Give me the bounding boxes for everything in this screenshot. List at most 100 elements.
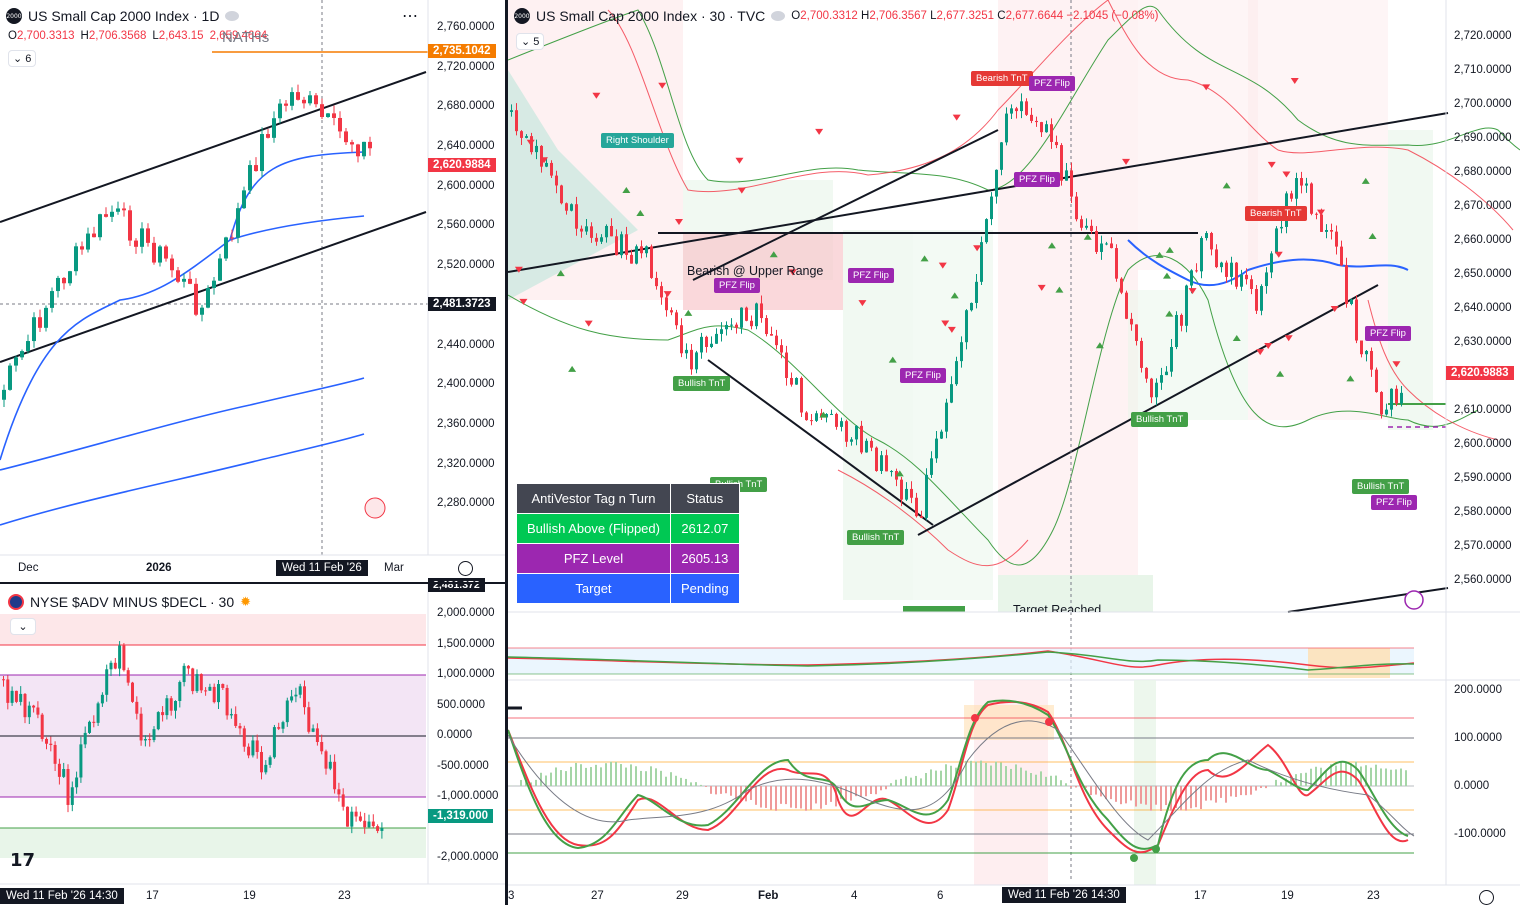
visibility-icon[interactable]: [225, 11, 240, 21]
candle-body: [540, 145, 543, 167]
histogram-bar: [570, 766, 572, 786]
candle-body: [525, 136, 528, 138]
price-axis-label: 500.0000: [437, 699, 485, 711]
status-table: AntiVestor Tag n Turn Status Bullish Abo…: [516, 483, 740, 604]
candle-body: [122, 645, 126, 671]
candle-body: [49, 743, 53, 745]
candle-body: [620, 234, 623, 256]
candle-body: [284, 103, 288, 106]
more-options-icon[interactable]: ⋯: [402, 8, 419, 25]
price-axis-label: 2,320.0000: [437, 458, 495, 470]
settings-gear-icon[interactable]: [1479, 890, 1494, 905]
bearish-marker: [947, 326, 956, 333]
panel-divider[interactable]: [505, 0, 508, 905]
histogram-bar: [1335, 765, 1337, 786]
candle-body: [1065, 170, 1068, 181]
price-axis-label: -100.0000: [1454, 828, 1506, 840]
pfz-flip-label: PFZ Flip: [714, 278, 760, 293]
histogram-bar: [1040, 771, 1042, 786]
candle-body: [780, 345, 783, 353]
histogram-bar: [1130, 786, 1132, 801]
histogram-bar: [1190, 786, 1192, 809]
candle-body: [575, 204, 578, 229]
histogram-bar: [925, 772, 927, 786]
pfz-flip-label: PFZ Flip: [900, 368, 946, 383]
candle-body: [1295, 178, 1298, 199]
candle-body: [290, 92, 294, 106]
ohlc-open: 2,700.3313: [16, 30, 75, 42]
candle-body: [1265, 272, 1268, 287]
date-axis-label: 29: [676, 890, 689, 902]
histogram-bar: [1305, 772, 1307, 786]
candle-body: [1040, 122, 1043, 133]
candle-body: [79, 744, 83, 778]
histogram-bar: [1000, 762, 1002, 786]
candle-body: [1365, 350, 1368, 355]
left-top-chart-panel[interactable]: 2000 US Small Cap 2000 Index · 1D ⋯ O2,7…: [0, 0, 505, 582]
candle-body: [135, 701, 139, 714]
right-shoulder-label: Right Shoulder: [601, 133, 674, 148]
histogram-bar: [1075, 786, 1077, 788]
candle-body: [775, 335, 778, 346]
candle-body: [45, 738, 48, 744]
right-main-chart-panel[interactable]: 2000 US Small Cap 2000 Index · 30 · TVC …: [508, 0, 1520, 905]
bullish-marker: [950, 292, 959, 299]
candle-body: [217, 684, 220, 703]
histogram-bar: [710, 786, 712, 794]
histogram-bar: [1030, 773, 1032, 786]
left-bottom-title[interactable]: NYSE $ADV MINUS $DECL · 30: [30, 594, 235, 610]
histogram-bar: [930, 769, 932, 786]
candle-body: [324, 751, 328, 769]
right-main-chart-canvas[interactable]: [508, 0, 1520, 905]
candle-body: [1390, 388, 1393, 410]
settings-gear-icon[interactable]: [458, 561, 473, 576]
candle-body: [1400, 392, 1403, 404]
histogram-bar: [1390, 769, 1392, 786]
bearish-marker: [674, 219, 683, 226]
candle-body: [1235, 262, 1238, 287]
histogram-bar: [990, 765, 992, 786]
candle-body: [251, 740, 255, 756]
right-main-title[interactable]: US Small Cap 2000 Index · 30 · TVC: [536, 8, 766, 24]
left-bottom-chart-panel[interactable]: 2,481.372 NYSE $ADV MINUS $DECL · 30 ✹ ⌄…: [0, 578, 505, 905]
candle-body: [625, 234, 628, 255]
left-bottom-chart-canvas[interactable]: [0, 584, 505, 905]
candle-body: [970, 302, 973, 311]
candle-body: [371, 821, 375, 827]
histogram-bar: [860, 786, 862, 797]
price-axis-label: 2,680.0000: [437, 100, 495, 112]
candle-body: [630, 254, 633, 264]
bullish-marker: [1155, 251, 1164, 258]
candle-body: [660, 286, 663, 298]
bearish-marker: [735, 157, 744, 164]
bullish-marker: [622, 186, 631, 193]
ohlc-open-label: O: [791, 10, 801, 22]
candle-body: [690, 349, 693, 370]
indicator-toggle[interactable]: ⌄ 6: [8, 50, 37, 67]
bearish-marker: [1202, 84, 1211, 91]
candle-body: [294, 694, 298, 697]
candle-body: [1185, 285, 1188, 326]
visibility-icon[interactable]: [771, 11, 786, 21]
ohlc-close: 2,677.6644: [1005, 10, 1064, 22]
bullish-marker: [684, 309, 693, 316]
histogram-bar: [840, 786, 842, 799]
left-top-chart-canvas[interactable]: [0, 0, 505, 582]
collapse-toggle[interactable]: ⌄: [10, 618, 36, 635]
candle-body: [2, 389, 6, 400]
histogram-bar: [850, 786, 852, 801]
histogram-bar: [885, 786, 887, 790]
candle-body: [315, 728, 319, 743]
left-top-title[interactable]: US Small Cap 2000 Index · 1D: [28, 8, 220, 24]
left-top-ohlc: O2,700.3313 H2,706.3568 L2,643.15 2,659.…: [8, 30, 267, 42]
candle-body: [224, 237, 228, 259]
pfz-flip-label: PFZ Flip: [848, 268, 894, 283]
indicator-toggle[interactable]: ⌄ 5: [516, 33, 545, 50]
date-axis-label: 4: [851, 890, 858, 902]
panel-divider-horizontal[interactable]: [0, 582, 505, 584]
candle-body: [975, 281, 978, 303]
candle-body: [290, 696, 294, 701]
histogram-bar: [785, 786, 787, 805]
histogram-bar: [1185, 786, 1187, 811]
histogram-bar: [1165, 786, 1167, 806]
